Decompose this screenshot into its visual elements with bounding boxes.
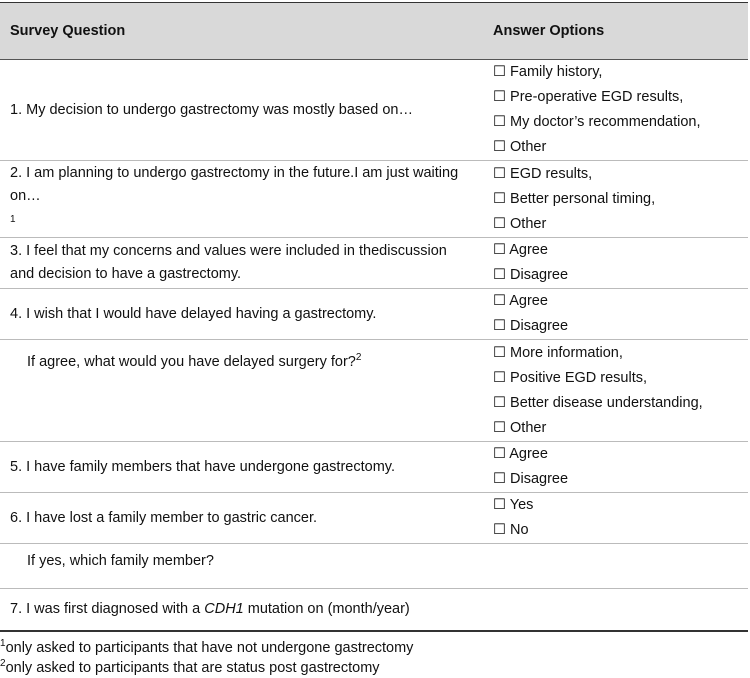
options-cell: [483, 543, 748, 589]
table-row: 3. I feel that my concerns and values we…: [0, 237, 748, 289]
footnote: 1only asked to participants that have no…: [0, 634, 413, 658]
question-text: CDH1: [204, 600, 244, 617]
question-cell: 2. I am planning to undergo gastrectomy …: [0, 160, 483, 238]
options-cell: ☐ EGD results, ☐ Better personal timing, ☐…: [483, 160, 748, 238]
answer-option: ☐ Better personal timing,: [493, 190, 656, 207]
table-row: 4. I wish that I would have delayed havi…: [0, 288, 748, 340]
options-cell: ☐ Family history, ☐ Pre-operative EGD res…: [483, 59, 748, 161]
answer-option: ☐ Disagree: [493, 471, 569, 487]
question-text: I am just waiting on…: [10, 165, 459, 205]
footnote-ref: 1: [10, 214, 16, 226]
answer-option: ☐ Other: [493, 215, 547, 232]
footnote-mark: 2: [0, 658, 6, 669]
options-cell: ☐ Yes ☐ No: [483, 492, 748, 544]
survey-table: Survey Question Answer Options 1. My dec…: [0, 2, 748, 632]
table-row: 2. I am planning to undergo gastrectomy …: [0, 160, 748, 238]
answer-option: ☐ Other: [493, 419, 547, 436]
answer-option: ☐ Yes: [493, 497, 534, 513]
options-cell: ☐ More information, ☐ Positive EGD result…: [483, 339, 748, 442]
answer-option: ☐ Disagree: [493, 267, 569, 283]
question-text: 3. I feel that my concerns and values we…: [10, 243, 380, 259]
answer-option: ☐ Agree: [493, 242, 548, 258]
options-cell: ☐ Agree ☐ Disagree: [483, 288, 748, 340]
answer-option: ☐ EGD results,: [493, 165, 593, 182]
answer-option: ☐ My doctor’s recommendation,: [493, 114, 701, 130]
question-cell: 6. I have lost a family member to gastri…: [0, 492, 483, 544]
footnote: 2only asked to participants that are sta…: [0, 654, 380, 678]
options-cell: ☐ Agree ☐ Disagree: [483, 441, 748, 493]
table-row: 7. I was first diagnosed with a CDH1 mut…: [0, 588, 748, 632]
header-row: Survey Question Answer Options: [0, 2, 748, 60]
question-text: mutation on (month/year): [243, 600, 410, 617]
answer-option: ☐ Family history,: [493, 64, 603, 80]
table-row: 1. My decision to undergo gastrectomy wa…: [0, 59, 748, 161]
question-text: If yes, which family member?: [27, 553, 214, 569]
footnote-mark: 1: [0, 638, 6, 649]
footnote-ref: 2: [355, 352, 362, 363]
answer-option: ☐ Agree: [493, 446, 548, 462]
question-text: 6. I have lost a family member to gastri…: [10, 509, 318, 526]
answer-option: ☐ Disagree: [493, 318, 569, 334]
answer-option: ☐ Better disease understanding,: [493, 394, 703, 411]
options-cell: ☐ Agree ☐ Disagree: [483, 237, 748, 289]
footnote-text: only asked to participants that have not…: [5, 639, 414, 656]
question-text: 2. I am planning to undergo gastrectomy …: [10, 165, 355, 182]
question-text: discussion and decision to have a gastre…: [10, 243, 447, 282]
question-text: 7. I was first diagnosed with a: [10, 600, 205, 617]
answer-option: ☐ No: [493, 522, 529, 538]
answer-option: ☐ Positive EGD results,: [493, 369, 648, 386]
table-row: 5. I have family members that have under…: [0, 441, 748, 493]
table-row: If agree, what would you have delayed su…: [0, 339, 748, 442]
header-cell: Answer Options: [483, 2, 748, 60]
question-cell: 3. I feel that my concerns and values we…: [0, 237, 483, 289]
question-cell: If yes, which family member?: [0, 543, 483, 589]
question-cell: 7. I was first diagnosed with a CDH1 mut…: [0, 588, 483, 632]
question-cell: 5. I have family members that have under…: [0, 441, 483, 493]
answer-option: ☐ Other: [493, 139, 547, 155]
header-cell: Survey Question: [0, 2, 483, 60]
question-text: 4. I wish that I would have delayed havi…: [10, 305, 377, 322]
question-text: 5. I have family members that have under…: [10, 458, 395, 475]
answer-option: ☐ More information,: [493, 344, 623, 361]
options-cell: [483, 588, 748, 632]
question-cell: 4. I wish that I would have delayed havi…: [0, 288, 483, 340]
question-cell: If agree, what would you have delayed su…: [0, 339, 483, 442]
table-row: If yes, which family member?: [0, 543, 748, 589]
question-text: If agree, what would you have delayed su…: [27, 353, 356, 370]
answer-option: ☐ Agree: [493, 293, 548, 309]
footnote-text: only asked to participants that are stat…: [5, 659, 380, 676]
question-cell: 1. My decision to undergo gastrectomy wa…: [0, 59, 483, 161]
question-text: 1. My decision to undergo gastrectomy wa…: [10, 101, 413, 118]
answer-option: ☐ Pre-operative EGD results,: [493, 89, 684, 105]
table-row: 6. I have lost a family member to gastri…: [0, 492, 748, 544]
